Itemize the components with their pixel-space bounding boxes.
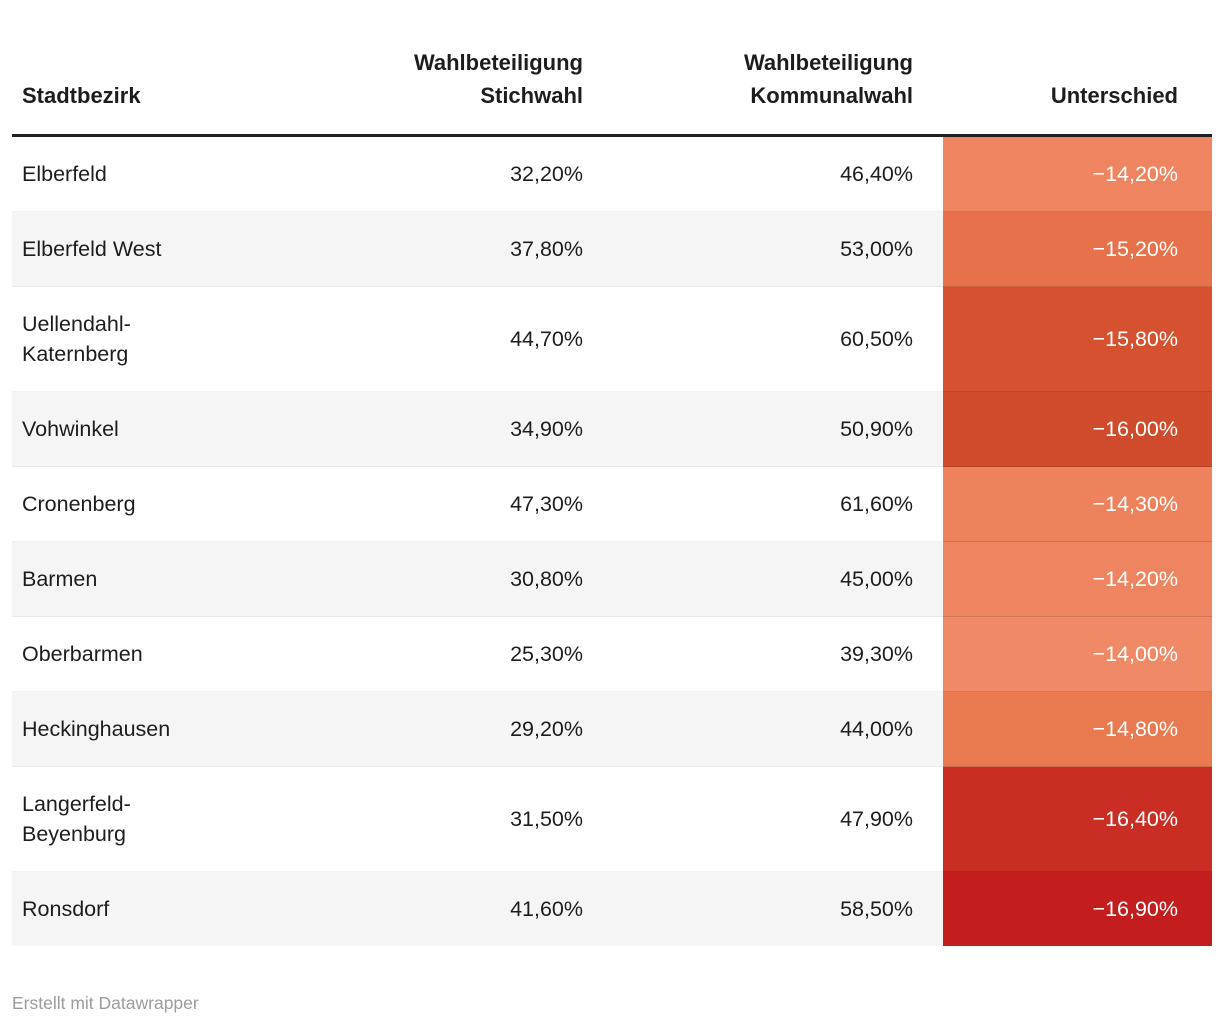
district-cell: Cronenberg	[12, 466, 343, 542]
kommunalwahl-cell: 50,90%	[593, 391, 943, 467]
attribution-text: Erstellt mit Datawrapper	[12, 993, 199, 1013]
col-header-stichwahl: Wahlbeteiligung Stichwahl	[343, 0, 593, 137]
table-row: Oberbarmen 25,30% 39,30% −14,00%	[12, 616, 1212, 692]
stichwahl-cell: 37,80%	[343, 211, 593, 287]
district-cell: Oberbarmen	[12, 616, 343, 692]
table-row: Uellendahl- Katernberg 44,70% 60,50% −15…	[12, 286, 1212, 392]
kommunalwahl-cell: 53,00%	[593, 211, 943, 287]
table-row: Barmen 30,80% 45,00% −14,20%	[12, 541, 1212, 617]
unterschied-heatmap-cell: −14,20%	[943, 135, 1212, 212]
district-cell: Ronsdorf	[12, 871, 343, 946]
unterschied-heatmap-cell: −14,20%	[943, 541, 1212, 617]
table-row: Vohwinkel 34,90% 50,90% −16,00%	[12, 391, 1212, 467]
kommunalwahl-cell: 58,50%	[593, 871, 943, 946]
unterschied-heatmap-cell: −14,80%	[943, 691, 1212, 767]
results-table: Stadtbezirk Wahlbeteiligung Stichwahl Wa…	[12, 0, 1212, 946]
stichwahl-cell: 44,70%	[343, 286, 593, 392]
kommunalwahl-cell: 47,90%	[593, 766, 943, 872]
unterschied-heatmap-cell: −16,90%	[943, 871, 1212, 946]
table-row: Elberfeld West 37,80% 53,00% −15,20%	[12, 211, 1212, 287]
stichwahl-cell: 25,30%	[343, 616, 593, 692]
col-header-unterschied: Unterschied	[943, 0, 1212, 137]
district-cell: Elberfeld West	[12, 211, 343, 287]
unterschied-heatmap-cell: −14,00%	[943, 616, 1212, 692]
table-row: Heckinghausen 29,20% 44,00% −14,80%	[12, 691, 1212, 767]
kommunalwahl-cell: 44,00%	[593, 691, 943, 767]
district-cell: Elberfeld	[22, 162, 107, 186]
district-cell: Uellendahl- Katernberg	[12, 286, 343, 392]
col-header-kommunalwahl: Wahlbeteiligung Kommunalwahl	[593, 0, 943, 137]
district-cell: Barmen	[12, 541, 343, 617]
stichwahl-cell: 29,20%	[343, 691, 593, 767]
district-cell: Langerfeld- Beyenburg	[12, 766, 343, 872]
stichwahl-cell: 47,30%	[343, 466, 593, 542]
unterschied-heatmap-cell: −15,20%	[943, 211, 1212, 287]
table-row: Ronsdorf 41,60% 58,50% −16,90%	[12, 871, 1212, 946]
kommunalwahl-cell: 61,60%	[593, 466, 943, 542]
stichwahl-cell: 30,80%	[343, 541, 593, 617]
table-row: Cronenberg 47,30% 61,60% −14,30%	[12, 466, 1212, 542]
col-header-stadtbezirk: Stadtbezirk	[12, 0, 343, 137]
unterschied-heatmap-cell: −14,30%	[943, 466, 1212, 542]
kommunalwahl-cell: 46,40%	[840, 162, 913, 186]
district-cell: Heckinghausen	[12, 691, 343, 767]
stichwahl-cell: 31,50%	[343, 766, 593, 872]
stichwahl-cell: 34,90%	[343, 391, 593, 467]
table-row: Langerfeld- Beyenburg 31,50% 47,90% −16,…	[12, 766, 1212, 872]
stichwahl-cell: 41,60%	[343, 871, 593, 946]
table-row: Elberfeld 32,20% 46,40% −14,20%	[12, 135, 1212, 212]
kommunalwahl-cell: 45,00%	[593, 541, 943, 617]
stichwahl-cell: 32,20%	[510, 162, 583, 186]
header-row: Stadtbezirk Wahlbeteiligung Stichwahl Wa…	[12, 0, 1212, 137]
unterschied-heatmap-cell: −15,80%	[943, 286, 1212, 392]
unterschied-heatmap-cell: −16,00%	[943, 391, 1212, 467]
unterschied-heatmap-cell: −16,40%	[943, 766, 1212, 872]
kommunalwahl-cell: 60,50%	[593, 286, 943, 392]
district-cell: Vohwinkel	[12, 391, 343, 467]
kommunalwahl-cell: 39,30%	[593, 616, 943, 692]
